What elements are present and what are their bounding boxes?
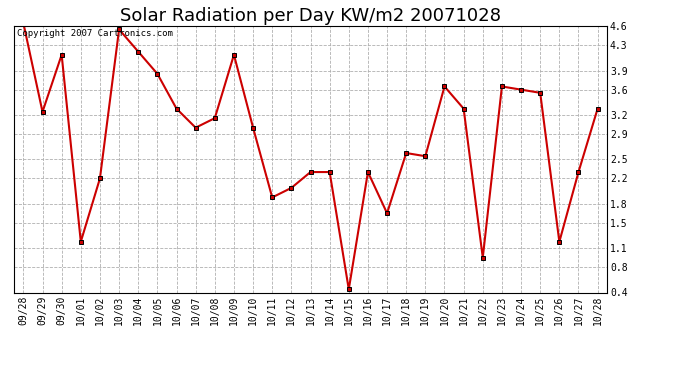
Text: Copyright 2007 Cartronics.com: Copyright 2007 Cartronics.com [17, 29, 172, 38]
Title: Solar Radiation per Day KW/m2 20071028: Solar Radiation per Day KW/m2 20071028 [120, 7, 501, 25]
